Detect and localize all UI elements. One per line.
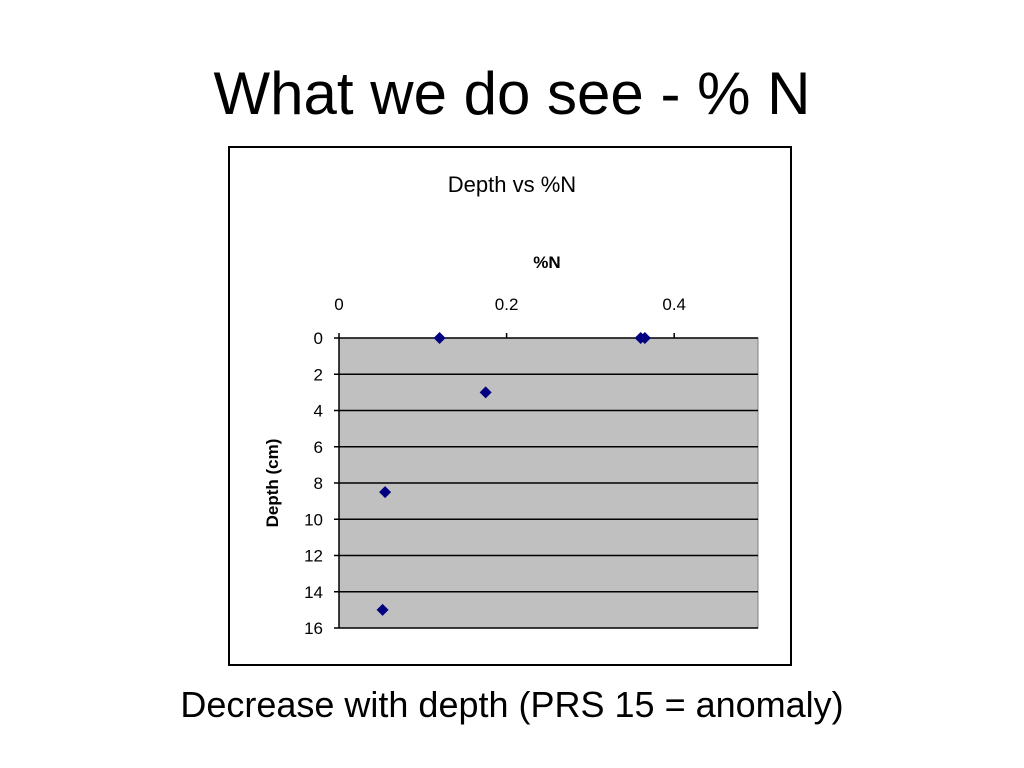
- data-point: [638, 332, 651, 344]
- x-ticks: 0 0.2 0.4: [334, 295, 686, 338]
- gridlines: [339, 373, 758, 629]
- x-tick-label: 0: [334, 295, 343, 314]
- slide-title: What we do see - % N: [213, 60, 811, 127]
- y-axis-label: Depth (cm): [263, 439, 282, 528]
- data-point: [479, 386, 492, 399]
- x-tick-label: 0.4: [662, 295, 686, 314]
- x-tick-label: 0.2: [495, 295, 519, 314]
- data-points: [376, 332, 651, 616]
- y-tick-label: 14: [304, 583, 323, 602]
- data-point: [376, 603, 389, 616]
- y-tick-label: 16: [304, 619, 323, 638]
- data-point: [433, 332, 446, 344]
- y-tick-label: 0: [314, 329, 323, 348]
- y-tick-label: 12: [304, 547, 323, 566]
- y-tick-label: 2: [314, 365, 323, 384]
- chart-title: Depth vs %N: [448, 172, 576, 197]
- slide-caption: Decrease with depth (PRS 15 = anomaly): [180, 684, 844, 725]
- data-point: [379, 486, 392, 499]
- y-tick-label: 8: [314, 474, 323, 493]
- x-axis-label: %N: [533, 253, 560, 272]
- y-tick-label: 10: [304, 510, 323, 529]
- y-tick-label: 6: [314, 438, 323, 457]
- y-ticks: 0 2 4 6 8 10 12 14 16: [304, 329, 339, 638]
- y-tick-label: 4: [314, 402, 323, 421]
